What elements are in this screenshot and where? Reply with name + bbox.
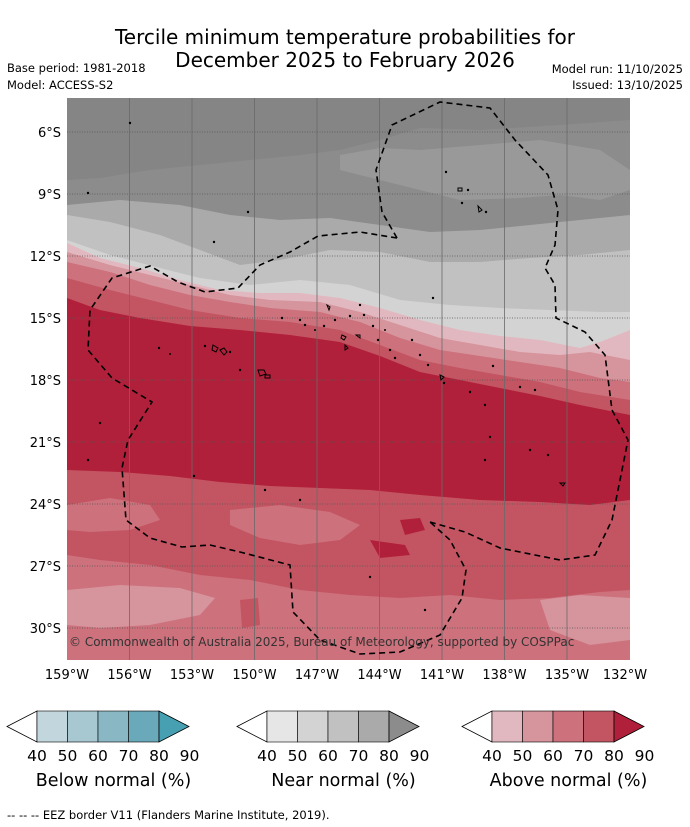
- eez-footnote: -- -- -- EEZ border V11 (Flanders Marine…: [7, 808, 330, 822]
- lon-label: 159°W: [45, 668, 89, 683]
- lon-label: 135°W: [545, 668, 589, 683]
- eez-border: [87, 101, 629, 655]
- colorbar-tick-label: 90: [180, 747, 200, 765]
- colorbar-segment: [358, 710, 390, 743]
- colorbar-tick-label: 80: [149, 747, 169, 765]
- above-normal-label: Above normal (%): [489, 771, 648, 791]
- colorbar-tick-label: 40: [27, 747, 47, 765]
- longitude-axis: 159°W 156°W 153°W 150°W 147°W 144°W 141°…: [45, 668, 647, 683]
- island-outlines: [211, 187, 566, 487]
- colorbar-arrow-high: [613, 710, 645, 743]
- colorbar-arrow-low: [461, 710, 493, 743]
- colorbar-tick-label: 50: [513, 747, 533, 765]
- colorbar-arrow-high: [158, 710, 190, 743]
- colorbar-segment: [266, 710, 298, 743]
- below-normal-label: Below normal (%): [35, 771, 192, 791]
- lat-label: 21°S: [30, 436, 61, 451]
- model-run-date: Model run: 11/10/2025: [551, 62, 683, 76]
- latitude-axis: 6°S 9°S 12°S 15°S 18°S 21°S 24°S 27°S 30…: [30, 126, 61, 637]
- lon-label: 150°W: [232, 668, 276, 683]
- colorbar-tick-label: 90: [635, 747, 655, 765]
- lon-label: 141°W: [420, 668, 464, 683]
- lon-label: 138°W: [482, 668, 526, 683]
- colorbar-tick-label: 60: [543, 747, 563, 765]
- colorbar-segment: [583, 710, 615, 743]
- colorbar-segment: [128, 710, 160, 743]
- lon-label: 144°W: [357, 668, 401, 683]
- issued-date: Issued: 13/10/2025: [572, 78, 683, 92]
- colorbar-arrow-low: [236, 710, 268, 743]
- map-title-line-2: December 2025 to February 2026: [175, 48, 515, 72]
- colorbar-segment: [67, 710, 99, 743]
- colorbar-segment: [522, 710, 554, 743]
- colorbar-segment: [327, 710, 359, 743]
- colorbar-segment: [552, 710, 584, 743]
- lat-label: 27°S: [30, 560, 61, 575]
- lon-label: 147°W: [295, 668, 339, 683]
- island-dots: [86, 121, 550, 612]
- colorbar-tick-label: 60: [88, 747, 108, 765]
- colorbar-segment: [97, 710, 129, 743]
- colorbar-tick-label: 50: [58, 747, 78, 765]
- colorbar-segment: [297, 710, 329, 743]
- copyright-notice: © Commonwealth of Australia 2025, Bureau…: [69, 635, 574, 649]
- lat-label: 30°S: [30, 622, 61, 637]
- lon-label: 156°W: [107, 668, 151, 683]
- colorbar-tick-label: 50: [288, 747, 308, 765]
- base-period: Base period: 1981-2018: [7, 61, 146, 75]
- colorbar-tick-label: 70: [349, 747, 369, 765]
- colorbar-tick-label: 70: [119, 747, 139, 765]
- colorbar-segment: [36, 710, 68, 743]
- colorbar-tick-label: 70: [574, 747, 594, 765]
- lon-label: 132°W: [603, 668, 647, 683]
- colorbar-legends: 40 50 60 70 80 90 40 50 60 70 80 90 40 50 60 70 80 90: [6, 710, 655, 765]
- colorbar-arrow-high: [388, 710, 420, 743]
- lat-label: 12°S: [30, 250, 61, 265]
- lat-label: 6°S: [38, 126, 61, 141]
- lat-label: 24°S: [30, 498, 61, 513]
- lat-label: 9°S: [38, 188, 61, 203]
- colorbar-tick-label: 80: [379, 747, 399, 765]
- model-name: Model: ACCESS-S2: [7, 78, 114, 92]
- colorbar-tick-label: 40: [257, 747, 277, 765]
- colorbar-arrow-low: [6, 710, 38, 743]
- lon-label: 153°W: [170, 668, 214, 683]
- colorbar-tick-label: 60: [318, 747, 338, 765]
- colorbar-segment: [491, 710, 523, 743]
- near-normal-label: Near normal (%): [271, 771, 416, 791]
- lat-label: 18°S: [30, 374, 61, 389]
- map-title-line-1: Tercile minimum temperature probabilitie…: [114, 25, 576, 49]
- colorbar-tick-label: 40: [482, 747, 502, 765]
- lat-label: 15°S: [30, 312, 61, 327]
- colorbar-tick-label: 80: [604, 747, 624, 765]
- probability-field: [67, 98, 630, 660]
- colorbar-tick-label: 90: [410, 747, 430, 765]
